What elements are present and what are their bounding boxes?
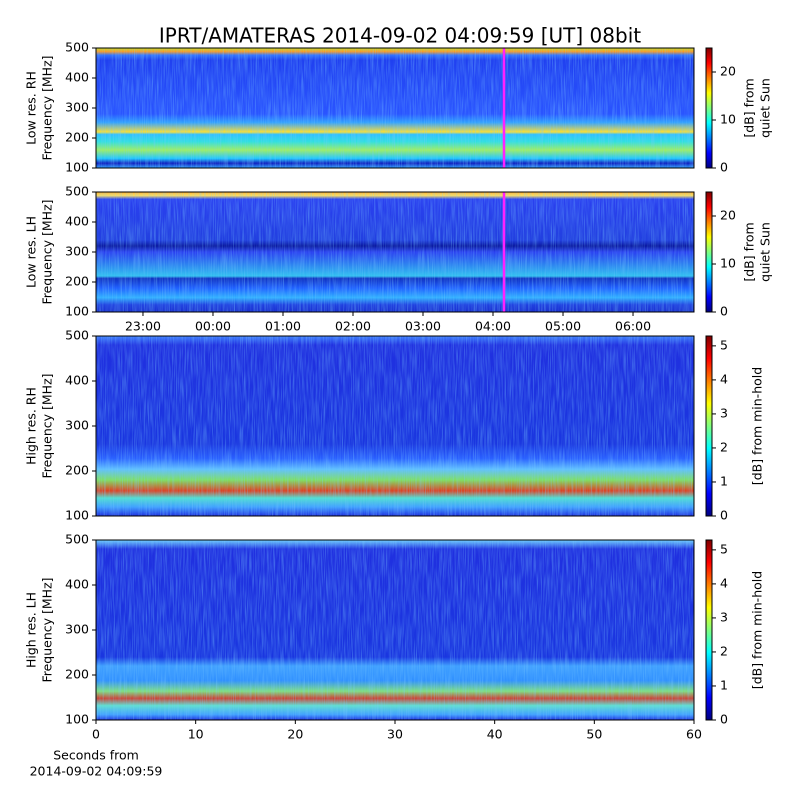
colorbar-label: [dB] from: [742, 222, 757, 281]
x-tick-label: 23:00: [125, 319, 161, 334]
y-tick-label: 100: [65, 508, 89, 523]
colorbar-tick-label: 5: [720, 541, 728, 556]
y-tick-label: 100: [65, 712, 89, 727]
colorbar-tick-label: 3: [720, 405, 728, 420]
y-tick-label: 300: [65, 244, 89, 259]
x-tick-label: 01:00: [265, 319, 301, 334]
x-tick-label: 04:00: [475, 319, 511, 334]
y-tick-label: 200: [65, 667, 89, 682]
chart-title: IPRT/AMATERAS 2014-09-02 04:09:59 [UT] 0…: [159, 24, 641, 48]
x-tick-label: 20: [287, 727, 303, 742]
y-tick-label: 100: [65, 304, 89, 319]
y-axis-label: Low res. LH: [24, 216, 39, 288]
x-tick-label: 30: [387, 727, 403, 742]
x-tick-label: 10: [188, 727, 204, 742]
y-tick-label: 500: [65, 184, 89, 199]
y-tick-label: 300: [65, 100, 89, 115]
x-tick-label: 50: [586, 727, 602, 742]
x-tick-label: 02:00: [335, 319, 371, 334]
colorbar-label: [dB] from: [742, 78, 757, 137]
y-tick-label: 500: [65, 40, 89, 55]
y-tick-label: 400: [65, 214, 89, 229]
colorbar-tick-label: 3: [720, 609, 728, 624]
colorbar: [705, 47, 713, 169]
colorbar-tick-label: 0: [720, 508, 728, 523]
colorbar-tick-label: 10: [720, 112, 736, 127]
colorbar-tick-label: 1: [720, 473, 728, 488]
y-axis-label: High res. LH: [24, 592, 39, 668]
colorbar-tick-label: 4: [720, 575, 728, 590]
x-tick-label: 60: [686, 727, 702, 742]
spectrogram-texture: [96, 336, 694, 516]
y-tick-label: 300: [65, 622, 89, 637]
colorbar-tick-label: 4: [720, 371, 728, 386]
colorbar: [705, 539, 713, 721]
y-tick-label: 200: [65, 463, 89, 478]
colorbar-tick-label: 10: [720, 256, 736, 271]
y-axis-label: Low res. RH: [24, 71, 39, 145]
x-axis-label: 2014-09-02 04:09:59: [30, 764, 163, 779]
colorbar-label: [dB] from min-hold: [750, 571, 765, 689]
colorbar: [705, 335, 713, 517]
y-axis-label: Frequency [MHz]: [40, 55, 55, 160]
colorbar-tick-label: 2: [720, 439, 728, 454]
colorbar-label: quiet Sun: [758, 78, 773, 138]
x-tick-label: 0: [92, 727, 100, 742]
colorbar-tick-label: 5: [720, 337, 728, 352]
x-tick-label: 40: [487, 727, 503, 742]
colorbar-label: quiet Sun: [758, 222, 773, 282]
y-tick-label: 300: [65, 418, 89, 433]
spectrogram-texture: [96, 540, 694, 720]
y-tick-label: 400: [65, 577, 89, 592]
spectrogram-texture: [96, 192, 694, 312]
spectrogram-texture: [96, 48, 694, 168]
colorbar-tick-label: 20: [720, 208, 736, 223]
colorbar-tick-label: 2: [720, 643, 728, 658]
x-tick-label: 06:00: [615, 319, 651, 334]
colorbar-label: [dB] from min-hold: [750, 367, 765, 485]
colorbar-tick-label: 20: [720, 64, 736, 79]
y-axis-label: High res. RH: [24, 387, 39, 465]
colorbar-tick-label: 1: [720, 677, 728, 692]
colorbar-tick-label: 0: [720, 304, 728, 319]
y-tick-label: 100: [65, 160, 89, 175]
x-tick-label: 05:00: [545, 319, 581, 334]
y-axis-label: Frequency [MHz]: [40, 373, 55, 478]
y-tick-label: 400: [65, 70, 89, 85]
x-tick-label: 03:00: [405, 319, 441, 334]
colorbar-tick-label: 0: [720, 712, 728, 727]
y-axis-label: Frequency [MHz]: [40, 577, 55, 682]
y-tick-label: 500: [65, 328, 89, 343]
y-tick-label: 400: [65, 373, 89, 388]
y-tick-label: 200: [65, 274, 89, 289]
colorbar: [705, 191, 713, 313]
x-axis-label: Seconds from: [53, 748, 139, 763]
x-tick-label: 00:00: [195, 319, 231, 334]
y-tick-label: 200: [65, 130, 89, 145]
colorbar-tick-label: 0: [720, 160, 728, 175]
y-tick-label: 500: [65, 532, 89, 547]
y-axis-label: Frequency [MHz]: [40, 199, 55, 304]
